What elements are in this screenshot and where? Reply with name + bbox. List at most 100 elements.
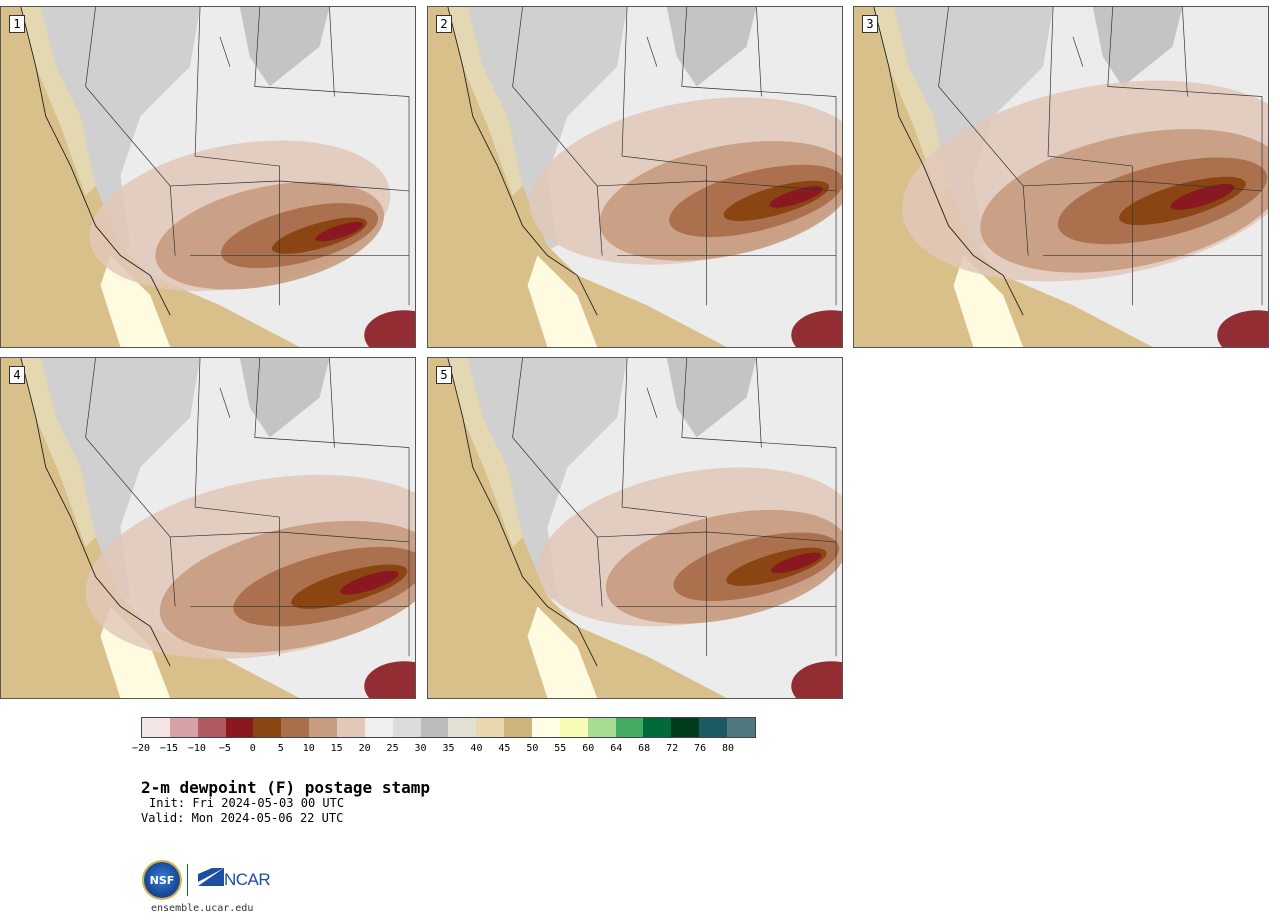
state-boundary bbox=[219, 36, 231, 67]
dewpoint-contour bbox=[364, 310, 415, 347]
panel-number: 1 bbox=[9, 15, 25, 33]
baja-area bbox=[527, 255, 598, 347]
coastline bbox=[20, 358, 171, 667]
colorbar-tick-label: 50 bbox=[526, 743, 539, 754]
colorbar-swatch bbox=[643, 718, 672, 737]
dewpoint-contour bbox=[339, 570, 399, 595]
colorbar-tick-label: 64 bbox=[610, 743, 623, 754]
colorbar-tick-label: 10 bbox=[302, 743, 315, 754]
map-panel-1: 1 bbox=[0, 6, 416, 348]
state-boundary bbox=[329, 358, 335, 448]
state-boundary bbox=[1072, 36, 1084, 67]
state-boundary bbox=[756, 358, 762, 448]
terrain-area bbox=[239, 7, 330, 87]
dewpoint-colorbar bbox=[141, 717, 756, 738]
map-panel-2: 2 bbox=[427, 6, 843, 348]
state-boundary bbox=[756, 7, 762, 97]
dewpoint-contour bbox=[770, 552, 822, 574]
map-panel-4: 4 bbox=[0, 357, 416, 699]
dewpoint-contour bbox=[1217, 310, 1268, 347]
terrain-area bbox=[40, 7, 201, 256]
panel-number: 4 bbox=[9, 366, 25, 384]
dewpoint-contour bbox=[791, 310, 842, 347]
dewpoint-contour bbox=[315, 221, 364, 242]
colorbar-swatch bbox=[420, 718, 449, 737]
state-boundary bbox=[85, 7, 176, 256]
colorbar-swatch bbox=[504, 718, 533, 737]
nsf-logo-icon: NSF bbox=[144, 862, 180, 898]
state-boundary bbox=[646, 387, 658, 418]
state-boundary bbox=[938, 7, 1029, 256]
state-boundary bbox=[1182, 7, 1188, 97]
colorbar-tick-label: 30 bbox=[414, 743, 427, 754]
baja-area bbox=[527, 606, 598, 698]
panel-number: 2 bbox=[436, 15, 452, 33]
colorbar-swatch bbox=[699, 718, 728, 737]
coastal-area bbox=[20, 358, 96, 547]
ncar-logo-text: NCAR bbox=[224, 870, 271, 889]
state-boundary bbox=[512, 358, 603, 607]
colorbar-swatch bbox=[671, 718, 700, 737]
coastal-area bbox=[447, 7, 523, 196]
colorbar-swatch bbox=[364, 718, 393, 737]
colorbar-tick-label: −20 bbox=[131, 743, 151, 754]
state-boundary bbox=[621, 358, 707, 518]
colorbar-swatch bbox=[559, 718, 588, 737]
coastline bbox=[20, 7, 171, 316]
colorbar-tick-label: −5 bbox=[218, 743, 231, 754]
colorbar-tick-label: 80 bbox=[722, 743, 735, 754]
dewpoint-contour bbox=[1170, 183, 1235, 210]
colorbar-swatch bbox=[587, 718, 616, 737]
colorbar-tick-label: 76 bbox=[694, 743, 707, 754]
terrain-area bbox=[239, 358, 330, 438]
state-boundary bbox=[170, 180, 410, 192]
colorbar-swatch bbox=[615, 718, 644, 737]
state-boundary bbox=[85, 358, 176, 607]
colorbar-swatch bbox=[142, 718, 170, 737]
baja-area bbox=[953, 255, 1024, 347]
coastal-area bbox=[20, 7, 96, 196]
dewpoint-contour bbox=[364, 661, 415, 698]
colorbar-swatch bbox=[253, 718, 282, 737]
colorbar-tick-label: −10 bbox=[187, 743, 206, 754]
colorbar-swatch bbox=[727, 718, 755, 737]
map-title: 2-m dewpoint (F) postage stamp bbox=[141, 778, 430, 797]
colorbar-tick-label: 72 bbox=[666, 743, 679, 754]
map-panel-5: 5 bbox=[427, 357, 843, 699]
state-boundary bbox=[194, 358, 280, 518]
terrain-area bbox=[40, 358, 201, 607]
map-panel-3: 3 bbox=[853, 6, 1269, 348]
colorbar-swatch bbox=[169, 718, 198, 737]
colorbar-swatch bbox=[337, 718, 365, 737]
colorbar-swatch bbox=[281, 718, 310, 737]
valid-time: Valid: Mon 2024-05-06 22 UTC bbox=[141, 811, 344, 825]
state-boundary bbox=[621, 7, 707, 167]
coastline bbox=[873, 7, 1024, 316]
terrain-area bbox=[666, 7, 757, 87]
state-boundary bbox=[254, 7, 410, 97]
site-url: ensemble.ucar.edu bbox=[151, 903, 254, 914]
colorbar-tick-label: 15 bbox=[330, 743, 343, 754]
state-boundary bbox=[1023, 180, 1263, 192]
state-boundary bbox=[597, 531, 837, 543]
state-boundary bbox=[329, 7, 335, 97]
state-boundary bbox=[254, 358, 410, 448]
init-time: Init: Fri 2024-05-03 00 UTC bbox=[149, 796, 345, 810]
colorbar-tick-label: 55 bbox=[554, 743, 567, 754]
colorbar-tick-label: 40 bbox=[470, 743, 483, 754]
colorbar-swatch bbox=[197, 718, 226, 737]
logo-divider bbox=[187, 864, 188, 896]
state-boundary bbox=[194, 7, 280, 167]
ncar-logo-icon bbox=[198, 868, 224, 886]
panel-number: 3 bbox=[862, 15, 878, 33]
terrain-area bbox=[666, 358, 757, 438]
baja-area bbox=[100, 255, 171, 347]
state-boundary bbox=[219, 387, 231, 418]
coastline bbox=[447, 7, 598, 316]
colorbar-tick-label: 25 bbox=[386, 743, 399, 754]
colorbar-tick-label: 35 bbox=[442, 743, 455, 754]
colorbar-tick-label: 45 bbox=[498, 743, 511, 754]
state-boundary bbox=[681, 358, 837, 448]
colorbar-tick-label: 20 bbox=[358, 743, 371, 754]
coastline bbox=[447, 358, 598, 667]
